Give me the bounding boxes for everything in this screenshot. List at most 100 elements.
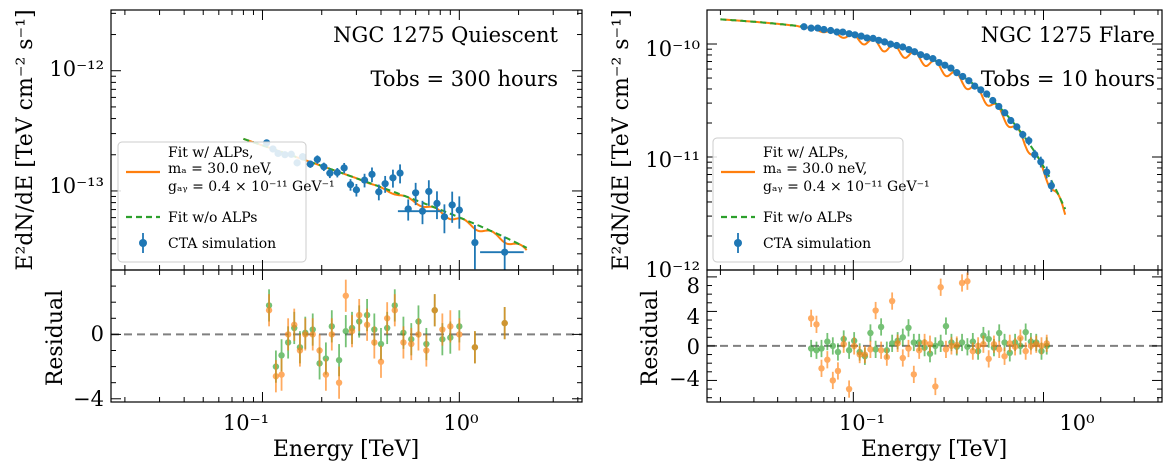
- residual-alp-point: [888, 292, 896, 310]
- residual-marker: [1001, 339, 1008, 346]
- residual-alp-point: [335, 366, 343, 399]
- residual-marker: [377, 358, 385, 365]
- residual-alp-point: [990, 335, 998, 353]
- data-marker: [863, 34, 871, 42]
- residual-marker: [845, 347, 853, 354]
- residual-no-alp-point: [964, 338, 971, 356]
- residual-alp-point: [872, 301, 879, 320]
- residual-marker: [1011, 343, 1019, 350]
- residual-marker: [861, 351, 869, 358]
- data-marker: [320, 163, 328, 171]
- data-marker: [935, 58, 943, 67]
- residual-marker: [807, 315, 815, 322]
- residual-alp-point: [309, 318, 316, 351]
- data-marker: [923, 53, 931, 61]
- residual-marker: [899, 334, 906, 341]
- simulation-point: [935, 58, 943, 67]
- residual-alp-point: [431, 294, 438, 327]
- residual-marker: [272, 373, 280, 380]
- residual-marker: [355, 311, 363, 319]
- residual-marker: [265, 307, 273, 314]
- legend-alp-mass: mₐ = 30.0 neV,: [763, 161, 867, 177]
- residual-alp-point: [910, 365, 918, 384]
- residual-alp-point: [807, 309, 815, 327]
- residual-marker: [964, 278, 971, 285]
- residual-alp-point: [850, 337, 858, 355]
- residual-marker: [1017, 334, 1024, 342]
- data-marker: [947, 64, 955, 72]
- data-marker: [313, 155, 321, 164]
- data-marker: [833, 28, 841, 36]
- residual-marker: [296, 347, 304, 354]
- legend-alp-coupling: gₐᵧ = 0.4 × 10⁻¹¹ GeV⁻¹: [763, 179, 930, 195]
- data-marker: [953, 69, 961, 77]
- residual-marker: [456, 331, 463, 338]
- simulation-point: [1019, 130, 1027, 139]
- residual-marker: [423, 347, 430, 354]
- residual-alp-point: [1043, 334, 1050, 352]
- residual-marker: [915, 347, 923, 354]
- x-tick-label: 10⁰: [443, 411, 478, 435]
- residual-alp-point: [932, 377, 939, 396]
- data-marker: [306, 160, 314, 168]
- residual-marker: [829, 377, 837, 384]
- residual-marker: [302, 331, 309, 338]
- residual-no-alp-point: [899, 328, 906, 346]
- y-axis-title: E²dN/dE [TeV cm⁻² s⁻¹]: [13, 9, 38, 270]
- residual-marker: [964, 343, 971, 350]
- data-marker: [501, 248, 509, 256]
- residual-alp-point: [856, 345, 863, 364]
- simulation-point: [1043, 166, 1051, 179]
- residual-marker: [1043, 340, 1050, 347]
- data-marker: [800, 23, 808, 31]
- simulation-point: [833, 28, 841, 36]
- simulation-point: [1007, 116, 1015, 125]
- simulation-point: [320, 162, 328, 172]
- data-marker: [886, 40, 895, 48]
- data-marker: [851, 31, 859, 39]
- simulation-point: [977, 86, 985, 94]
- data-marker: [333, 168, 341, 177]
- residual-marker: [926, 340, 934, 348]
- residual-no-alp-point: [834, 343, 842, 361]
- residual-marker: [867, 329, 874, 337]
- residual-alp-point: [1011, 338, 1019, 356]
- simulation-point: [851, 31, 859, 39]
- legend-simulation-label: CTA simulation: [168, 236, 276, 252]
- simulation-point: [455, 196, 463, 229]
- residual-marker: [1033, 340, 1040, 348]
- residual-plot: 8 4 0 −4: [669, 10, 1163, 403]
- simulation-point: [1025, 136, 1033, 146]
- data-marker: [977, 86, 985, 94]
- legend: Fit w/ ALPs, mₐ = 30.0 neV, gₐᵧ = 0.4 × …: [712, 137, 930, 263]
- residual-marker: [824, 356, 831, 363]
- residual-alp-point: [377, 345, 385, 378]
- simulation-point: [1037, 156, 1045, 168]
- simulation-point: [839, 28, 847, 36]
- data-marker: [368, 170, 376, 178]
- residual-marker: [888, 297, 896, 305]
- data-marker: [995, 102, 1003, 111]
- simulation-point: [947, 64, 955, 72]
- residual-no-alp-point: [872, 340, 879, 358]
- residual-marker: [1022, 328, 1029, 336]
- y-tick-label: 10⁻¹²: [49, 57, 104, 81]
- simulation-point: [899, 43, 907, 51]
- residual-marker: [400, 339, 407, 346]
- simulation-point: [863, 34, 871, 42]
- residual-marker: [942, 322, 950, 330]
- residual-alp-point: [471, 331, 479, 364]
- simulation-point: [911, 48, 919, 56]
- residual-marker: [867, 346, 874, 353]
- data-marker: [412, 189, 420, 197]
- observation-time-label: Tobs = 300 hours: [371, 67, 558, 91]
- simulation-point: [989, 96, 997, 105]
- residual-marker: [877, 347, 885, 354]
- residual-alp-point: [296, 334, 304, 367]
- data-marker: [1019, 131, 1027, 139]
- legend: Fit w/ ALPs, mₐ = 30.0 neV, gₐᵧ = 0.4 × …: [117, 141, 335, 263]
- residual-marker: [439, 326, 446, 333]
- data-marker: [381, 180, 389, 188]
- residual-alp-point: [383, 302, 391, 335]
- residual-marker: [872, 307, 879, 314]
